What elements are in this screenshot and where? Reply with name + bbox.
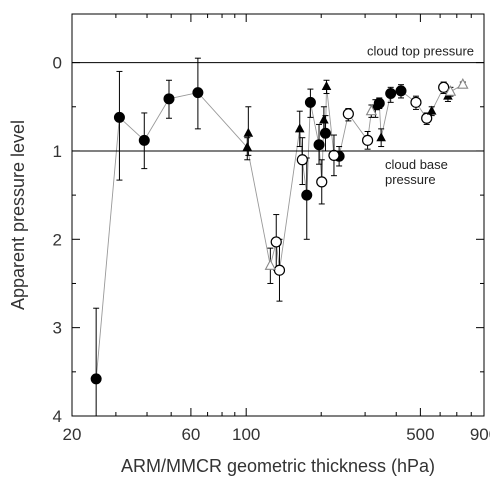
data-point-filled-circle	[385, 88, 397, 100]
data-point-open-circle	[328, 149, 340, 161]
marker-layer	[90, 78, 469, 385]
data-point-open-triangle	[444, 85, 457, 96]
data-point-open-circle	[438, 81, 450, 93]
data-point-filled-circle	[138, 134, 150, 146]
x-tick-label: 20	[63, 425, 82, 444]
data-point-filled-triangle	[426, 105, 437, 115]
plot-area	[71, 13, 485, 417]
data-point-open-circle	[410, 96, 422, 108]
y-tick-label: 4	[53, 407, 62, 426]
data-point-filled-triangle	[319, 114, 329, 124]
reference-label-1-0: cloud base	[385, 157, 448, 172]
data-point-filled-circle	[304, 96, 316, 108]
y-axis-title: Apparent pressure level	[8, 120, 28, 310]
data-point-open-circle	[316, 176, 328, 188]
data-point-filled-triangle	[243, 127, 254, 137]
data-point-open-circle	[361, 134, 374, 146]
data-point-filled-circle	[90, 373, 102, 385]
data-point-filled-circle	[395, 85, 407, 97]
data-point-open-circle	[270, 236, 282, 248]
connector-line	[95, 84, 464, 379]
data-point-filled-circle	[319, 127, 331, 139]
data-point-open-circle	[296, 154, 308, 166]
connector-line-layer	[95, 84, 464, 379]
data-point-filled-circle	[113, 111, 125, 123]
data-point-open-triangle	[365, 104, 378, 116]
data-point-filled-triangle	[294, 123, 305, 133]
axis-layer: 20 60 100 500 900 0 1 2 3 4	[53, 14, 490, 444]
x-axis-title: ARM/MMCR geometric thickness (hPa)	[121, 456, 435, 476]
data-point-filled-triangle	[321, 80, 332, 90]
y-tick-label: 2	[53, 230, 62, 249]
data-point-open-circle	[342, 108, 354, 120]
y-tick-label: 3	[53, 319, 62, 338]
data-point-open-triangle	[264, 259, 277, 270]
y-tick-label: 0	[53, 54, 62, 73]
x-tick-label: 900	[470, 425, 490, 444]
data-point-filled-circle	[192, 87, 204, 99]
error-bar-layer	[93, 57, 466, 417]
data-point-filled-circle	[301, 189, 313, 201]
plot-frame	[71, 13, 485, 417]
data-point-filled-triangle	[242, 141, 253, 151]
data-point-filled-circle	[313, 139, 325, 151]
data-point-open-circle	[273, 264, 286, 276]
x-tick-label: 100	[232, 425, 260, 444]
data-point-filled-circle	[163, 93, 175, 105]
data-point-filled-triangle	[376, 132, 386, 142]
x-tick-label: 500	[406, 425, 434, 444]
y-tick-label: 1	[53, 142, 62, 161]
data-point-open-triangle	[457, 78, 469, 89]
reference-label-0: cloud top pressure	[367, 44, 474, 59]
data-point-open-circle	[421, 112, 433, 124]
reference-label-1-1: pressure	[385, 172, 436, 187]
x-tick-label: 60	[181, 425, 200, 444]
